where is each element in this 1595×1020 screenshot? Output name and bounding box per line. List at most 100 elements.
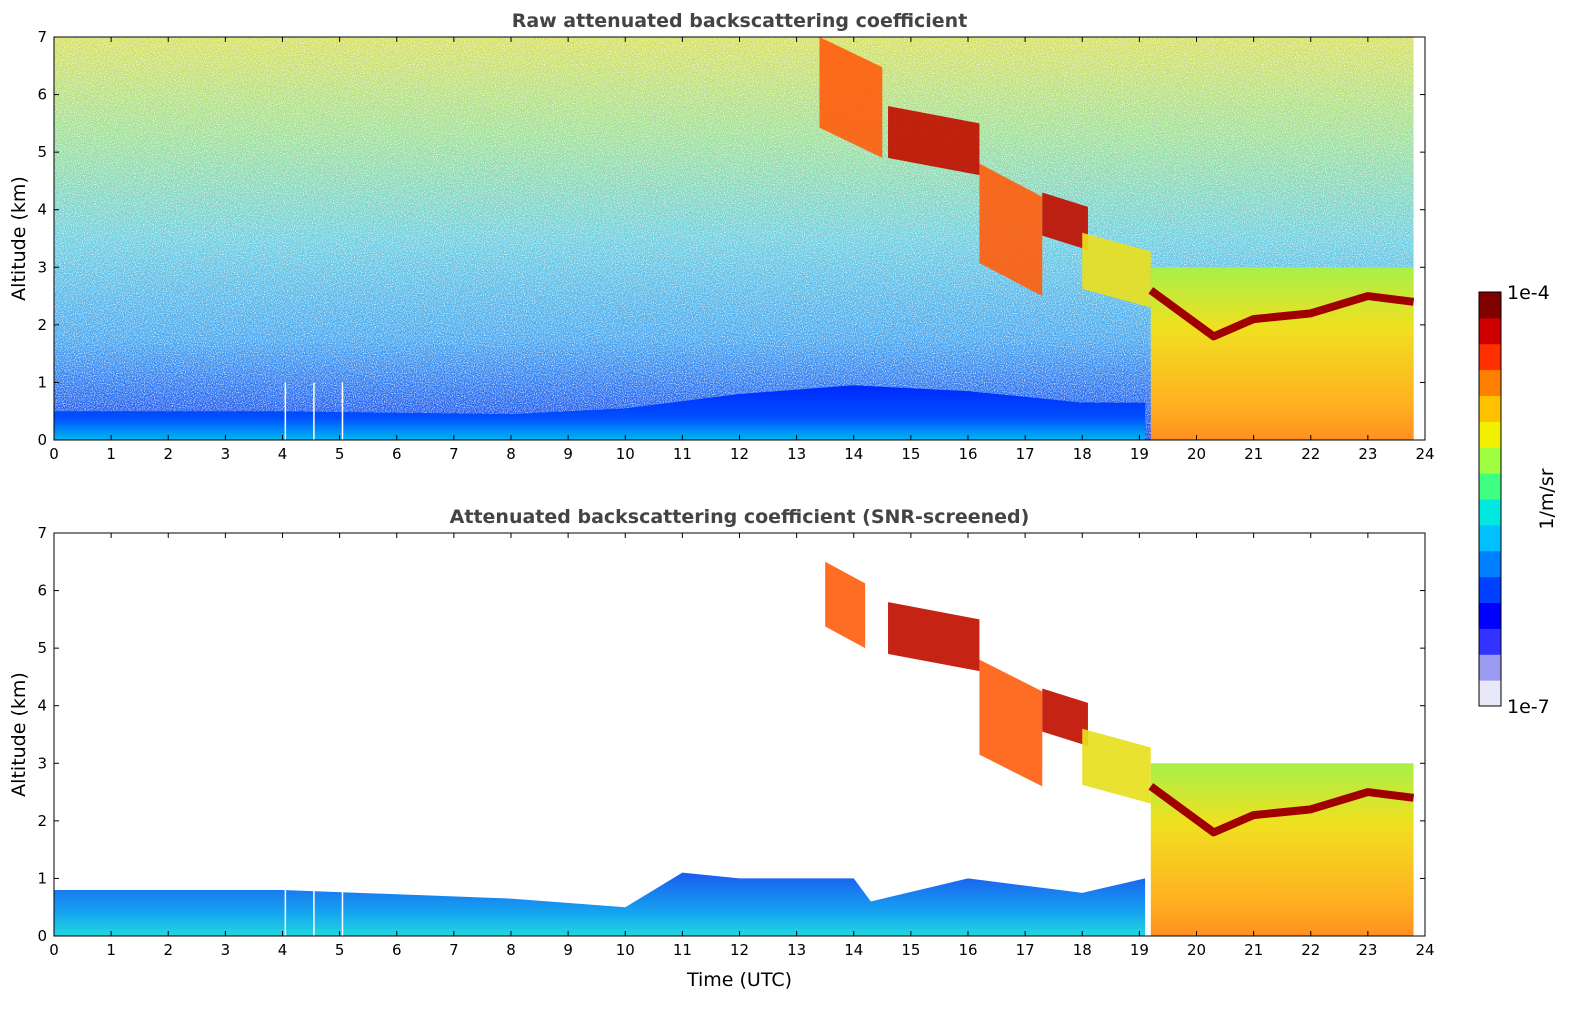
x-tick-label: 6 [392,445,402,463]
colorbar-min-label: 1e-7 [1507,696,1550,718]
x-tick-label: 18 [1073,445,1092,463]
x-tick-label: 0 [49,941,59,959]
plot-area [54,37,1415,440]
x-tick-label: 11 [673,445,692,463]
y-tick-label: 5 [37,143,47,161]
y-axis-label: Altitude (km) [8,176,30,301]
x-tick-label: 14 [844,445,863,463]
colorbar-max-label: 1e-4 [1507,282,1550,304]
x-tick-label: 23 [1358,445,1377,463]
colorbar-unit-label: 1/m/sr [1536,468,1558,529]
cloud-layer-2 [888,602,980,672]
y-tick-label: 5 [37,639,47,657]
dense-layer-top [1148,287,1415,341]
x-tick-label: 8 [506,445,516,463]
colorbar-segment [1479,576,1501,603]
x-tick-label: 22 [1301,445,1320,463]
colorbar-segment [1479,499,1501,526]
x-tick-label: 13 [787,941,806,959]
x-tick-label: 12 [730,445,749,463]
x-tick-label: 15 [901,941,920,959]
cloud-layer-3 [979,659,1043,787]
y-tick-label: 2 [37,316,47,334]
colorbar-segment [1479,317,1501,345]
x-tick-label: 0 [49,445,59,463]
x-tick-label: 9 [563,445,573,463]
x-tick-label: 22 [1301,941,1320,959]
x-tick-label: 13 [787,445,806,463]
chart-title: Attenuated backscattering coefficient (S… [450,506,1030,528]
y-tick-label: 4 [37,201,47,219]
colorbar-segment [1479,369,1501,396]
x-tick-label: 7 [449,941,459,959]
colorbar-segment [1479,421,1501,448]
x-tick-label: 4 [278,445,288,463]
colorbar-segment [1479,654,1501,681]
x-tick-label: 2 [163,941,173,959]
x-tick-label: 20 [1187,941,1206,959]
colorbar-segment [1479,680,1501,707]
x-axis-label: Time (UTC) [686,969,792,991]
x-tick-label: 5 [335,941,345,959]
x-tick-label: 2 [163,445,173,463]
y-tick-label: 7 [37,524,47,542]
x-tick-label: 3 [221,445,231,463]
chart-title: Raw attenuated backscattering coefficien… [512,10,968,32]
colorbar-segment [1479,292,1501,319]
cloud-layer-4 [1042,192,1088,251]
x-tick-label: 12 [730,941,749,959]
x-tick-label: 1 [106,941,116,959]
colorbar-segment [1479,628,1501,655]
x-tick-label: 21 [1244,941,1263,959]
x-tick-label: 21 [1244,445,1263,463]
colorbar-segment [1479,343,1501,371]
x-tick-label: 8 [506,941,516,959]
x-tick-label: 19 [1130,941,1149,959]
colorbar-segment [1479,550,1501,578]
colorbar-segment [1479,447,1501,474]
x-tick-label: 17 [1016,941,1035,959]
y-tick-label: 3 [37,258,47,276]
colorbar-segment [1479,524,1501,552]
x-tick-label: 10 [616,941,635,959]
x-tick-label: 6 [392,941,402,959]
y-axis-label: Altitude (km) [8,672,30,797]
cloud-layer-1 [825,561,866,649]
boundary-layer [54,872,1146,936]
cloud-layer-5 [1082,232,1151,308]
x-tick-label: 19 [1130,445,1149,463]
x-tick-label: 24 [1415,445,1434,463]
x-tick-label: 15 [901,445,920,463]
x-tick-label: 11 [673,941,692,959]
y-tick-label: 4 [37,697,47,715]
colorbar-segment [1479,473,1501,500]
y-tick-label: 0 [37,431,47,449]
x-tick-label: 5 [335,445,345,463]
chart-panel-2: 0 1 2 3 4 5 6 7 8 9 10 11 12 13 14 15 16 17 18 19 20 21 22 23 24… [8,506,1435,991]
y-tick-label: 2 [37,812,47,830]
chart-panel-1: 0 1 2 3 4 5 6 7 8 9 10 11 12 13 14 15 16 17 18 19 20 21 22 23 24… [8,10,1435,463]
y-tick-label: 1 [37,373,47,391]
boundary-layer [54,385,1146,440]
y-tick-label: 0 [37,927,47,945]
colorbar-frame [1478,291,1502,707]
x-tick-label: 20 [1187,445,1206,463]
plot-panels: 0 1 2 3 4 5 6 7 8 9 10 11 12 13 14 15 16 17 18 19 20 21 22 23 24… [8,10,1435,991]
colorbar-segment [1479,602,1501,629]
y-tick-label: 6 [37,582,47,600]
plot-area [54,561,1415,936]
x-tick-label: 3 [221,941,231,959]
cloud-layer-4 [1042,688,1088,747]
cloud-layer-3 [979,163,1043,297]
x-tick-label: 17 [1016,445,1035,463]
x-tick-label: 16 [958,941,977,959]
y-tick-label: 1 [37,869,47,887]
x-tick-label: 16 [958,445,977,463]
dense-layer-top [1148,783,1415,837]
colorbar-segment [1479,395,1501,422]
x-tick-label: 1 [106,445,116,463]
y-tick-label: 7 [37,28,47,46]
x-tick-label: 23 [1358,941,1377,959]
x-tick-label: 14 [844,941,863,959]
